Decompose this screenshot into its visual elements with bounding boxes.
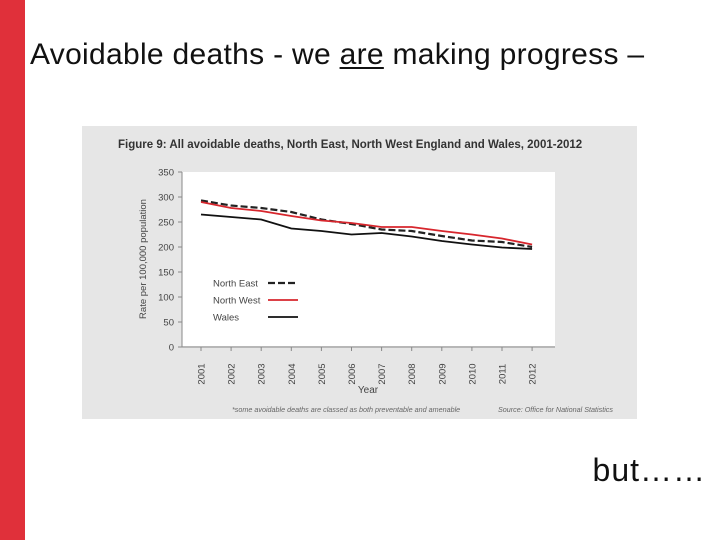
x-tick-label: 2003 <box>257 363 268 384</box>
x-tick-label: 2005 <box>317 363 328 384</box>
x-tick-label: 2001 <box>197 363 208 384</box>
legend: North East North West Wales <box>213 279 298 324</box>
x-tick-label: 2002 <box>227 363 238 384</box>
title-emphasis: are <box>339 38 384 71</box>
legend-label: North West <box>213 296 261 307</box>
series-layer <box>200 199 533 250</box>
x-tick-label: 2010 <box>467 363 478 384</box>
x-tick-label: 2008 <box>407 363 418 384</box>
x-tick-label: 2006 <box>347 363 358 384</box>
y-tick-label: 100 <box>158 293 174 304</box>
x-tick-label: 2004 <box>287 363 298 384</box>
x-axis: 2001 2002 2003 2004 2005 2006 2007 2008 2009 2010… <box>182 346 555 385</box>
slide-title: Avoidable deaths - we are making progres… <box>30 33 650 76</box>
y-tick-label: 150 <box>158 268 174 279</box>
x-tick-label: 2012 <box>528 363 539 384</box>
y-tick-label: 350 <box>158 168 174 179</box>
series-line-wales <box>200 213 533 250</box>
series-line-north-east <box>200 199 533 249</box>
title-part-2: making progress – <box>383 38 645 71</box>
x-tick-label: 2011 <box>498 364 509 384</box>
legend-label: Wales <box>213 313 239 324</box>
accent-bar <box>0 0 25 540</box>
plot-background <box>182 172 555 346</box>
figure-panel: Figure 9: All avoidable deaths, North Ea… <box>82 126 637 419</box>
y-tick-label: 200 <box>158 243 174 254</box>
but-text: but…… <box>592 452 706 488</box>
y-tick-label: 0 <box>169 343 174 354</box>
line-chart: Figure 9: All avoidable deaths, North Ea… <box>118 139 613 414</box>
y-tick-label: 50 <box>163 318 174 329</box>
legend-label: North East <box>213 279 258 290</box>
chart-title: Figure 9: All avoidable deaths, North Ea… <box>118 139 582 151</box>
x-axis-label: Year <box>358 385 379 396</box>
chart-footnote: *some avoidable deaths are classed as bo… <box>232 405 460 414</box>
x-tick-label: 2007 <box>377 363 388 384</box>
y-tick-label: 300 <box>158 193 174 204</box>
y-axis: 0 50 100 150 200 250 300 350 <box>158 168 183 354</box>
chart-source: Source: Office for National Statistics <box>498 405 613 414</box>
title-part-1: Avoidable deaths - we <box>30 38 340 71</box>
y-axis-label: Rate per 100,000 population <box>138 199 149 319</box>
series-line-north-west <box>200 201 533 246</box>
x-tick-label: 2009 <box>437 363 448 384</box>
y-tick-label: 250 <box>158 218 174 229</box>
